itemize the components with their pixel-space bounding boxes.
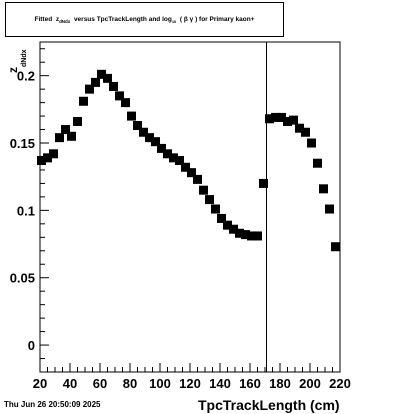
data-point	[319, 184, 328, 194]
data-point	[91, 77, 100, 87]
data-point	[127, 111, 136, 121]
data-point	[115, 91, 124, 101]
x-ticks: 20 40 60 80 100 120 140 160 180 200 220	[33, 363, 351, 391]
data-point	[211, 204, 220, 214]
data-point	[163, 149, 172, 159]
data-point	[103, 73, 112, 83]
data-point	[193, 174, 202, 184]
x-tick-label: 140	[209, 376, 231, 391]
x-tick-label: 180	[269, 376, 291, 391]
data-point	[61, 125, 70, 135]
data-point	[121, 98, 130, 108]
title-z: z	[55, 15, 60, 23]
x-tick-label: 200	[299, 376, 321, 391]
data-point	[151, 137, 160, 147]
data-point	[133, 121, 142, 131]
data-point	[277, 112, 286, 122]
title-middle: versus TpcTrackLength and log	[73, 15, 172, 23]
y-ticks: 0 0.05 0.1 0.15 0.2	[10, 48, 49, 373]
data-point	[85, 84, 94, 94]
x-tick-label: 80	[123, 376, 137, 391]
data-point	[325, 204, 334, 214]
data-point	[43, 153, 52, 163]
data-point	[169, 153, 178, 163]
x-axis-label: TpcTrackLength (cm)	[198, 397, 340, 413]
x-tick-label: 100	[149, 376, 171, 391]
data-point	[241, 230, 250, 240]
timestamp: Thu Jun 26 20:50:09 2025	[4, 400, 101, 409]
x-tick-label: 120	[179, 376, 201, 391]
data-point	[199, 185, 208, 195]
data-point	[265, 114, 274, 124]
data-point	[247, 231, 256, 241]
y-axis-label-main: z	[6, 67, 20, 73]
data-point	[97, 69, 106, 79]
data-point	[139, 127, 148, 137]
title-log-sub: 10	[171, 18, 177, 24]
y-tick-label: 0.15	[10, 136, 35, 151]
data-point	[331, 242, 340, 252]
data-points	[37, 69, 340, 252]
title-z-sub: dNdx	[59, 18, 71, 24]
data-point	[79, 96, 88, 106]
data-point	[145, 133, 154, 143]
data-point	[223, 220, 232, 230]
data-point	[49, 149, 58, 159]
data-point	[37, 156, 46, 166]
x-tick-label: 20	[33, 376, 47, 391]
data-point	[313, 158, 322, 168]
data-point	[307, 138, 316, 148]
title-prefix: Fitted	[34, 15, 53, 23]
data-point	[235, 228, 244, 238]
data-point	[253, 231, 262, 241]
data-point	[217, 213, 226, 223]
y-axis-label-sub: dNdx	[21, 49, 28, 67]
data-point	[283, 116, 292, 126]
data-point	[175, 156, 184, 166]
data-point	[67, 131, 76, 141]
x-tick-label: 60	[93, 376, 107, 391]
data-point	[259, 178, 268, 188]
data-point	[229, 224, 238, 234]
y-tick-label: 0	[28, 338, 35, 353]
data-point	[301, 127, 310, 137]
data-point	[271, 112, 280, 122]
data-point	[109, 81, 118, 91]
data-point	[73, 116, 82, 126]
data-point	[289, 115, 298, 125]
y-axis-label: z dNdx	[6, 49, 28, 73]
data-point	[295, 123, 304, 133]
x-tick-label: 160	[239, 376, 261, 391]
data-point	[187, 168, 196, 178]
chart-title: Fitted zdNdx versus TpcTrackLength and l…	[34, 16, 254, 24]
data-point	[205, 195, 214, 205]
data-point	[55, 133, 64, 143]
y-tick-label: 0.1	[17, 203, 35, 218]
title-paren: ( β γ ) for Primary kaon+	[179, 15, 255, 23]
data-point	[181, 162, 190, 172]
y-tick-label: 0.2	[17, 69, 35, 84]
title-box: Fitted zdNdx versus TpcTrackLength and l…	[5, 2, 284, 37]
data-point	[157, 143, 166, 153]
x-tick-label: 40	[63, 376, 77, 391]
y-tick-label: 0.05	[10, 271, 35, 286]
x-tick-label: 220	[329, 376, 351, 391]
